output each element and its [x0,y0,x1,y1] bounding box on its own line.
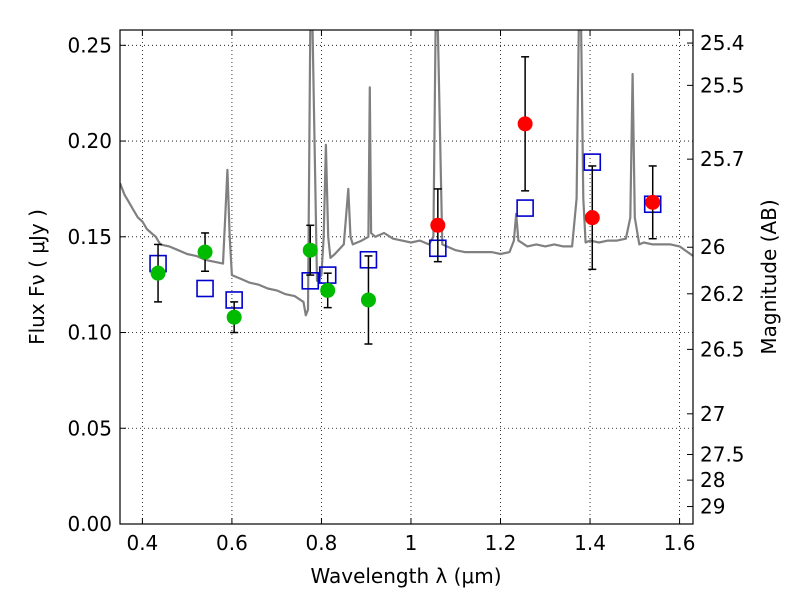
y-tick-label: 0.05 [67,416,112,440]
x-axis-label: Wavelength λ (μm) [310,564,501,588]
model-square-point [516,199,534,217]
y-axis-label-left: Flux Fν ( μJy ) [25,209,49,345]
x-tick-label: 1.6 [664,531,696,555]
mag-tick-label: 25.5 [700,73,745,97]
x-tick-label: 0.4 [126,531,158,555]
y-axis-label-right: Magnitude (AB) [757,199,781,354]
mag-tick-label: 25.4 [700,31,745,55]
x-tick-label: 0.6 [216,531,248,555]
mag-tick-label: 26 [700,235,725,259]
y-tick-label: 0.25 [67,33,112,57]
red-observed-point [430,217,446,233]
green-observed-point [360,292,376,308]
model-square-point [196,279,214,298]
green-observed-point [320,282,336,298]
x-tick-label: 1.4 [574,531,606,555]
data-layer [120,30,693,345]
green-observed-point [302,242,318,258]
spectrum-line [120,30,693,317]
x-tick-label: 1 [405,531,418,555]
mag-tick-label: 27 [700,402,725,426]
red-observed-point [517,116,533,132]
x-tick-label: 0.8 [306,531,338,555]
mag-tick-label: 26.5 [700,337,745,361]
mag-tick-label: 25.7 [700,147,745,171]
red-observed-point [645,194,661,210]
green-observed-point [150,265,166,281]
mag-tick-label: 29 [700,495,725,519]
green-observed-point [226,309,242,325]
red-observed-point [584,210,600,226]
y-tick-label: 0.00 [67,512,112,536]
mag-tick-label: 28 [700,468,725,492]
y-tick-label: 0.10 [67,321,112,345]
plot-frame [119,29,694,525]
mag-tick-label: 26.2 [700,282,745,306]
mag-tick-label: 27.5 [700,442,745,466]
y-tick-label: 0.20 [67,129,112,153]
y-tick-label: 0.15 [67,225,112,249]
green-observed-point [197,244,213,260]
axis-layer: 0.4 0.6 0.8 1 1.2 1.4 1.6 0.00 0.05 0.10 0.15 0.20 0… [67,30,745,555]
x-tick-label: 1.2 [485,531,517,555]
grid-layer [120,30,693,524]
